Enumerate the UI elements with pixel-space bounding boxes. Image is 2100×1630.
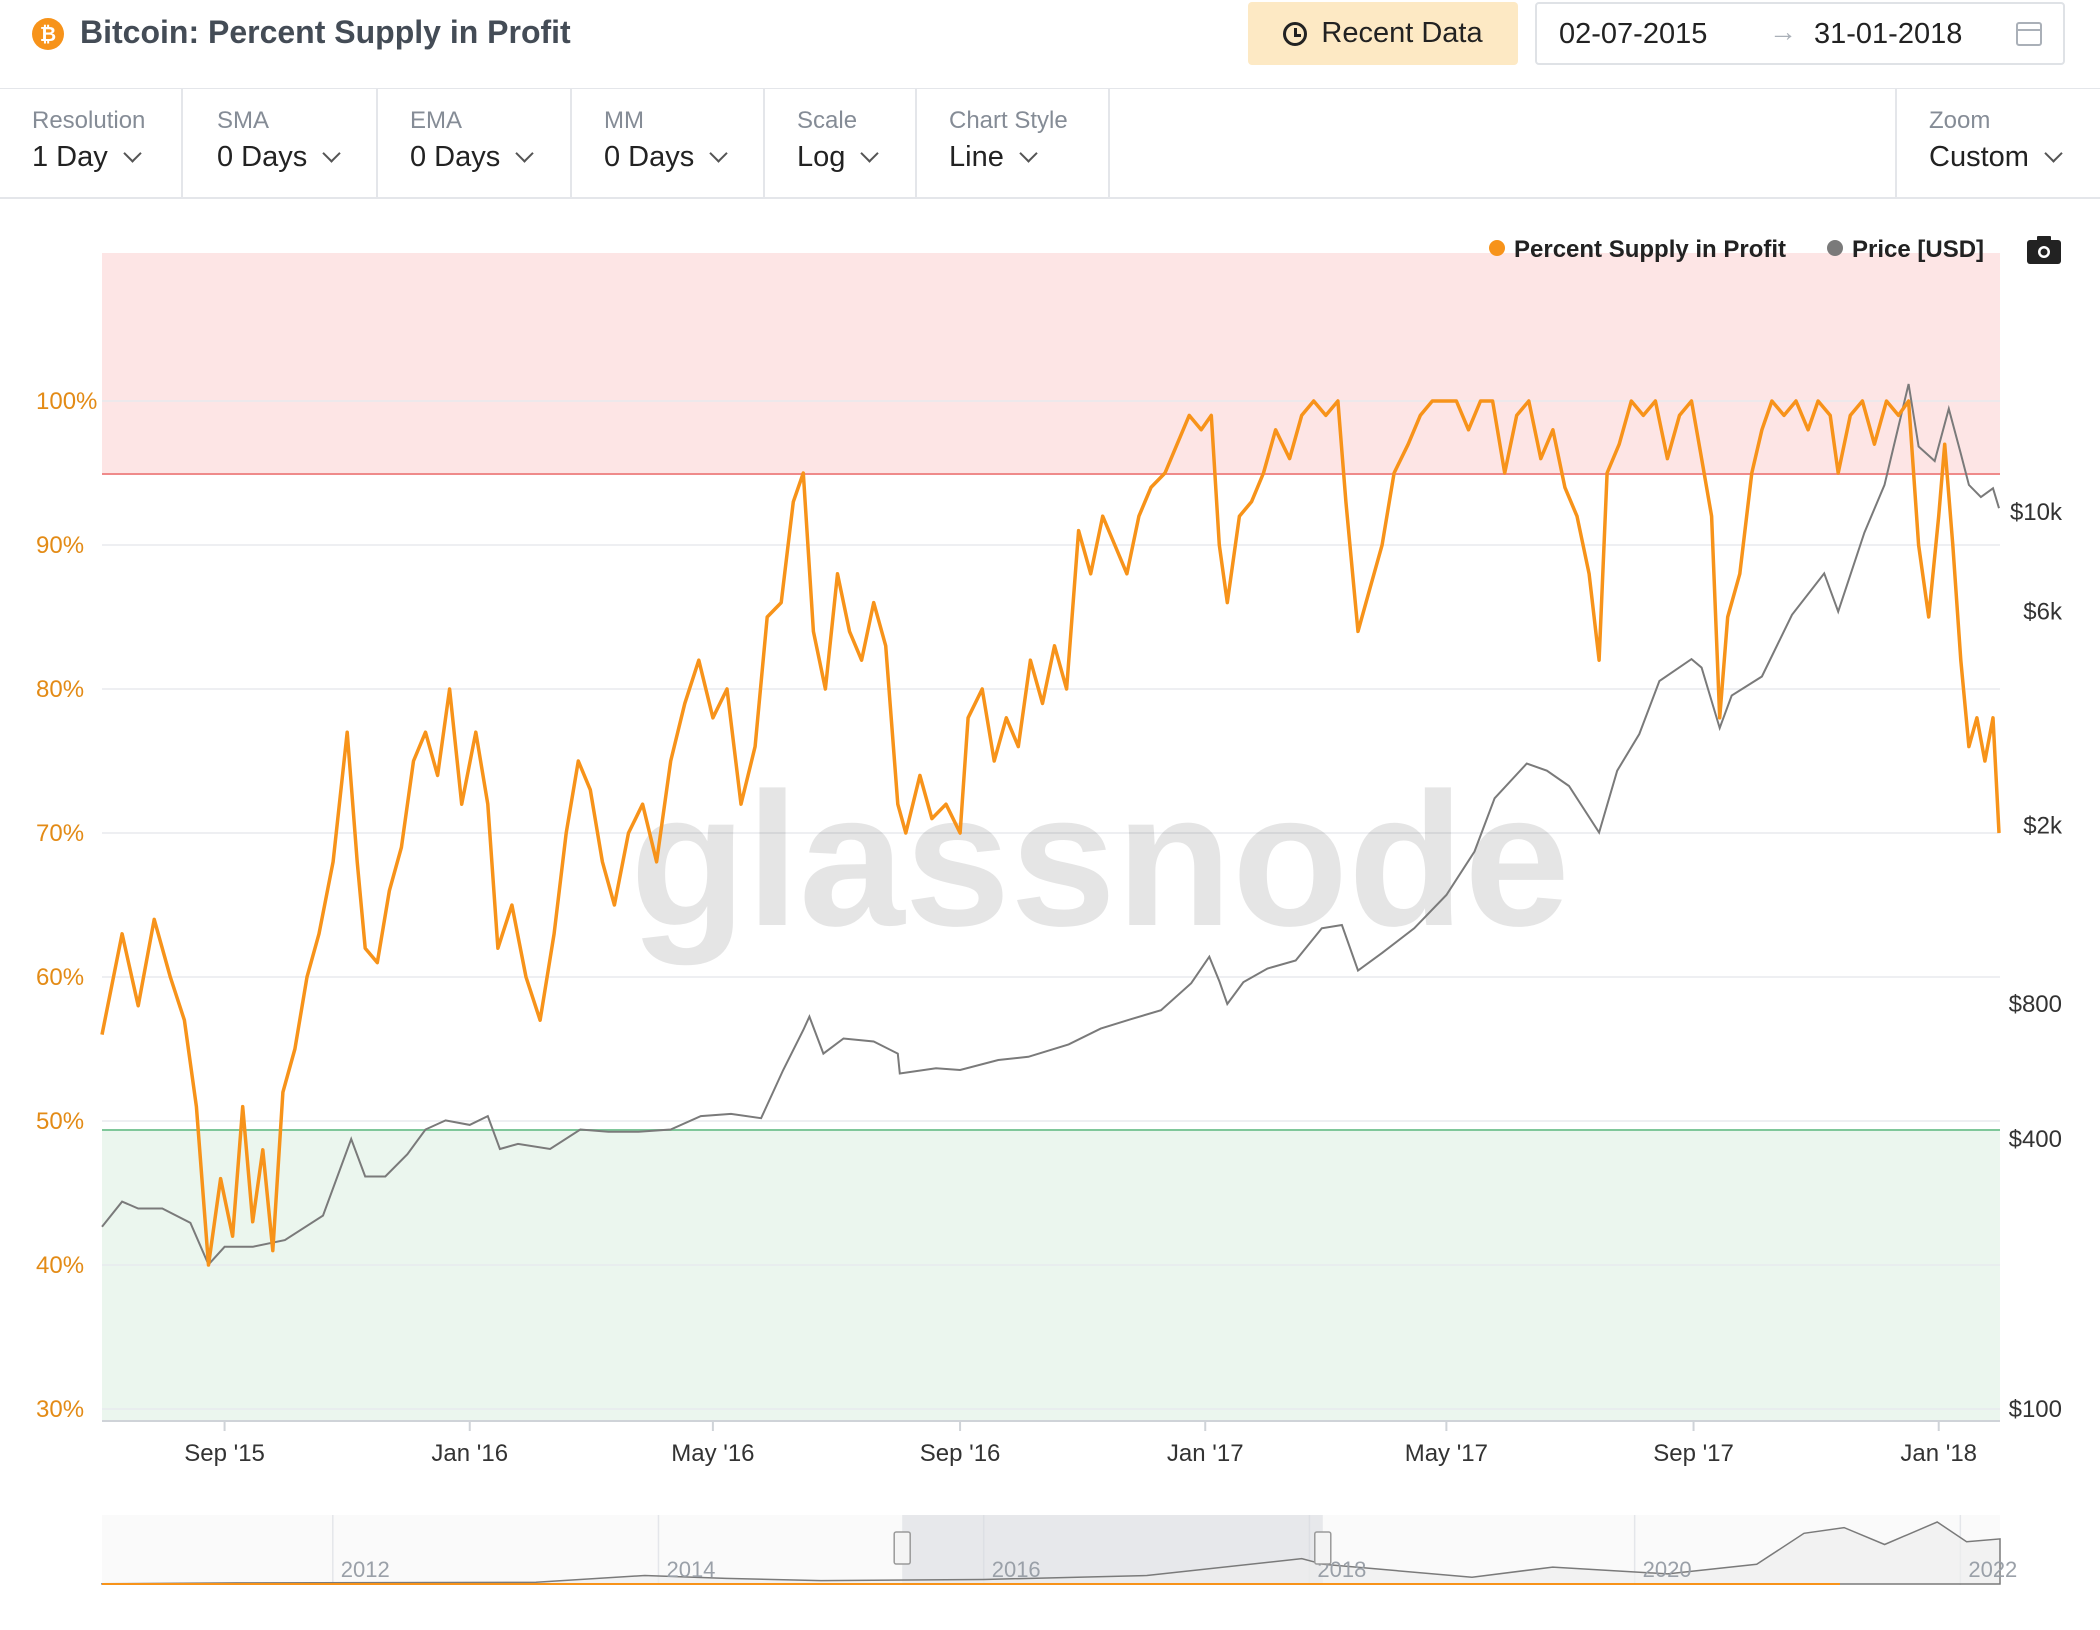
navigator-series-line: [101, 1521, 2001, 1585]
resolution-label: Resolution: [32, 107, 146, 134]
legend: Percent Supply in Profit Price [USD]: [1489, 236, 1984, 263]
chevron-down-icon: [322, 144, 341, 163]
red-zone: [102, 253, 2000, 474]
page-title: Bitcoin: Percent Supply in Profit: [80, 14, 571, 50]
clock-icon: [1283, 21, 1308, 46]
resolution-value: 1 Day: [32, 141, 108, 173]
y-right-tick-label: $6k: [2023, 599, 2063, 626]
arrow-right-icon: →: [1769, 16, 1797, 47]
legend-marker-price: [1827, 240, 1843, 256]
x-tick-label: Sep '17: [1653, 1440, 1734, 1467]
scale-label: Scale: [797, 107, 858, 134]
price-series-line: [101, 383, 2000, 1267]
y-left-tick-label: 40%: [36, 1252, 84, 1279]
navigator-tick-label: 2016: [992, 1557, 1041, 1582]
x-tick-label: Jan '16: [431, 1440, 508, 1467]
legend-label-price: Price [USD]: [1852, 236, 1984, 263]
navigator-handle-left[interactable]: [893, 1531, 911, 1565]
navigator-tick-label: 2020: [1643, 1557, 1692, 1582]
header: ₿ Bitcoin: Percent Supply in Profit Rece…: [0, 0, 2100, 89]
camera-icon[interactable]: [2027, 236, 2061, 264]
mm-value: 0 Days: [604, 141, 695, 173]
chart-toolbar: Resolution 1 Day SMA 0 Days EMA 0 Days M…: [0, 89, 2100, 199]
gridlines: [102, 400, 2000, 1410]
legend-item-price[interactable]: Price [USD]: [1827, 236, 1984, 263]
x-axis: Sep '15 Jan '16 May '16 Sep '16 Jan '17 May '…: [184, 1421, 1977, 1467]
navigator-handle-right[interactable]: [1314, 1531, 1332, 1565]
green-zone: [102, 1130, 2000, 1421]
chart-style-label: Chart Style: [949, 107, 1068, 134]
x-tick-label: Jan '17: [1167, 1440, 1244, 1467]
y-right-tick-label: $400: [2009, 1126, 2062, 1153]
sma-value: 0 Days: [217, 141, 308, 173]
recent-data-button[interactable]: Recent Data: [1248, 2, 1518, 65]
navigator[interactable]: 2012 2014 2016 2018 2020 2022: [101, 1515, 2018, 1585]
chevron-down-icon: [1019, 144, 1038, 163]
date-range-picker[interactable]: 02-07-2015 → 31-01-2018: [1535, 2, 2065, 65]
navigator-axis: 2012 2014 2016 2018 2020 2022: [341, 1557, 2018, 1582]
navigator-tick-label: 2012: [341, 1557, 390, 1582]
y-left-tick-label: 70%: [36, 820, 84, 847]
x-tick-label: May '16: [671, 1440, 754, 1467]
y-right-tick-label: $2k: [2023, 813, 2063, 840]
scale-value: Log: [797, 141, 846, 173]
chart-style-value: Line: [949, 141, 1004, 173]
chart: glassnode 30% 40% 50% 60% 70% 80% 90% 100% $100…: [36, 236, 2063, 1585]
y-left-tick-label: 80%: [36, 676, 84, 703]
calendar-icon[interactable]: [2016, 22, 2042, 46]
ema-value: 0 Days: [410, 141, 501, 173]
x-tick-label: Sep '16: [920, 1440, 1001, 1467]
chevron-down-icon: [515, 144, 534, 163]
profit-series-line: [100, 399, 2001, 1267]
ema-label: EMA: [410, 107, 463, 134]
x-tick-label: Jan '18: [1900, 1440, 1977, 1467]
chevron-down-icon: [123, 144, 142, 163]
chart-style-select[interactable]: Chart Style Line: [917, 89, 1110, 197]
bitcoin-icon: ₿: [32, 18, 64, 50]
recent-data-label: Recent Data: [1321, 17, 1483, 49]
y-left-tick-label: 100%: [36, 388, 97, 415]
y-left-tick-label: 60%: [36, 964, 84, 991]
x-tick-label: May '17: [1405, 1440, 1488, 1467]
date-start[interactable]: 02-07-2015: [1559, 18, 1708, 50]
chevron-down-icon: [2044, 144, 2063, 163]
legend-marker-profit: [1489, 240, 1505, 256]
mm-label: MM: [604, 107, 644, 134]
y-left-tick-label: 90%: [36, 532, 84, 559]
sma-label: SMA: [217, 107, 270, 134]
left-axis: 30% 40% 50% 60% 70% 80% 90% 100%: [36, 388, 97, 1423]
zoom-value: Custom: [1929, 141, 2029, 173]
mm-select[interactable]: MM 0 Days: [572, 89, 765, 197]
navigator-tick-label: 2022: [1968, 1557, 2017, 1582]
chevron-down-icon: [860, 144, 880, 163]
date-end[interactable]: 31-01-2018: [1814, 18, 1963, 50]
watermark: glassnode: [630, 754, 1570, 966]
y-right-tick-label: $800: [2009, 991, 2062, 1018]
y-right-tick-label: $100: [2009, 1396, 2062, 1423]
y-right-tick-label: $10k: [2010, 499, 2063, 526]
chevron-down-icon: [709, 144, 728, 163]
legend-label-profit: Percent Supply in Profit: [1514, 236, 1786, 263]
sma-select[interactable]: SMA 0 Days: [183, 89, 378, 197]
navigator-tick-label: 2014: [666, 1557, 715, 1582]
zoom-select[interactable]: Zoom Custom: [1895, 89, 2100, 197]
y-left-tick-label: 50%: [36, 1108, 84, 1135]
right-axis: $100 $400 $800 $2k $6k $10k: [2009, 499, 2063, 1423]
zoom-label: Zoom: [1929, 107, 1991, 134]
ema-select[interactable]: EMA 0 Days: [378, 89, 572, 197]
x-tick-label: Sep '15: [184, 1440, 265, 1467]
legend-item-profit[interactable]: Percent Supply in Profit: [1489, 236, 1786, 263]
resolution-select[interactable]: Resolution 1 Day: [0, 89, 183, 197]
scale-select[interactable]: Scale Log: [765, 89, 917, 197]
y-left-tick-label: 30%: [36, 1396, 84, 1423]
